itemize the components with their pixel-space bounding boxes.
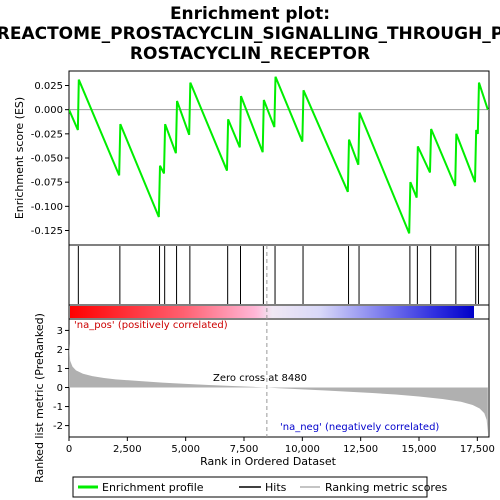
- legend-label-enrichment-profile: Enrichment profile: [102, 481, 204, 494]
- metric-y-axis: 3 2 1 0 -1 -2: [53, 326, 69, 432]
- zero-cross-label: Zero cross at 8480: [213, 373, 307, 384]
- metric-y-tick-label: 0: [57, 383, 63, 394]
- es-y-axis: 0.025 0.000 -0.025 -0.050 -0.075 -0.100 -0.125: [31, 81, 69, 237]
- es-y-tick-label: 0.025: [34, 81, 63, 92]
- es-y-tick-label: -0.100: [31, 202, 63, 213]
- x-tick-label: 12,500: [343, 444, 378, 455]
- metric-y-tick-label: 3: [57, 326, 63, 337]
- negative-correlation-label: 'na_neg' (negatively correlated): [280, 422, 439, 433]
- x-tick-label: 5,000: [171, 444, 200, 455]
- es-y-tick-label: 0.000: [34, 105, 63, 116]
- hit-marks: [77, 246, 479, 304]
- metric-y-axis-label: Ranked list metric (PreRanked): [33, 313, 46, 483]
- es-y-tick-label: -0.025: [31, 129, 63, 140]
- hits-panel-frame: [68, 244, 490, 306]
- x-tick-label: 17,500: [460, 444, 495, 455]
- x-tick-label: 0: [66, 444, 72, 455]
- chart-title-line-2: REACTOME_PROSTACYCLIN_SIGNALLING_THROUGH…: [0, 24, 500, 44]
- enrichment-profile-line: [69, 76, 489, 234]
- metric-y-tick-label: -1: [53, 402, 63, 413]
- metric-y-tick-label: 2: [57, 345, 63, 356]
- legend-label-ranking-metric: Ranking metric scores: [325, 481, 447, 494]
- metric-y-tick-label: -2: [53, 421, 63, 432]
- legend-label-hits: Hits: [265, 481, 287, 494]
- x-axis: 0 2,500 5,000 7,500 10,000 12,500 15,000 17,500: [66, 437, 495, 455]
- metric-y-tick-label: 1: [57, 364, 63, 375]
- es-y-axis-label: Enrichment score (ES): [13, 97, 26, 219]
- x-tick-label: 7,500: [230, 444, 259, 455]
- es-panel-frame: [68, 70, 490, 246]
- chart-title-line-1: Enrichment plot:: [170, 4, 330, 24]
- x-tick-label: 15,000: [402, 444, 437, 455]
- x-axis-label: Rank in Ordered Dataset: [200, 455, 337, 468]
- es-y-tick-label: -0.050: [31, 154, 63, 165]
- chart-title-line-3: ROSTACYCLIN_RECEPTOR: [130, 44, 370, 64]
- x-tick-label: 2,500: [113, 444, 142, 455]
- metric-panel-frame: [68, 318, 490, 438]
- ranked-list-color-bar: [70, 306, 474, 318]
- x-tick-label: 10,000: [285, 444, 320, 455]
- positive-correlation-label: 'na_pos' (positively correlated): [74, 320, 228, 331]
- es-y-tick-label: -0.075: [31, 178, 63, 189]
- ranking-metric-area: [69, 343, 488, 434]
- es-y-tick-label: -0.125: [31, 226, 63, 237]
